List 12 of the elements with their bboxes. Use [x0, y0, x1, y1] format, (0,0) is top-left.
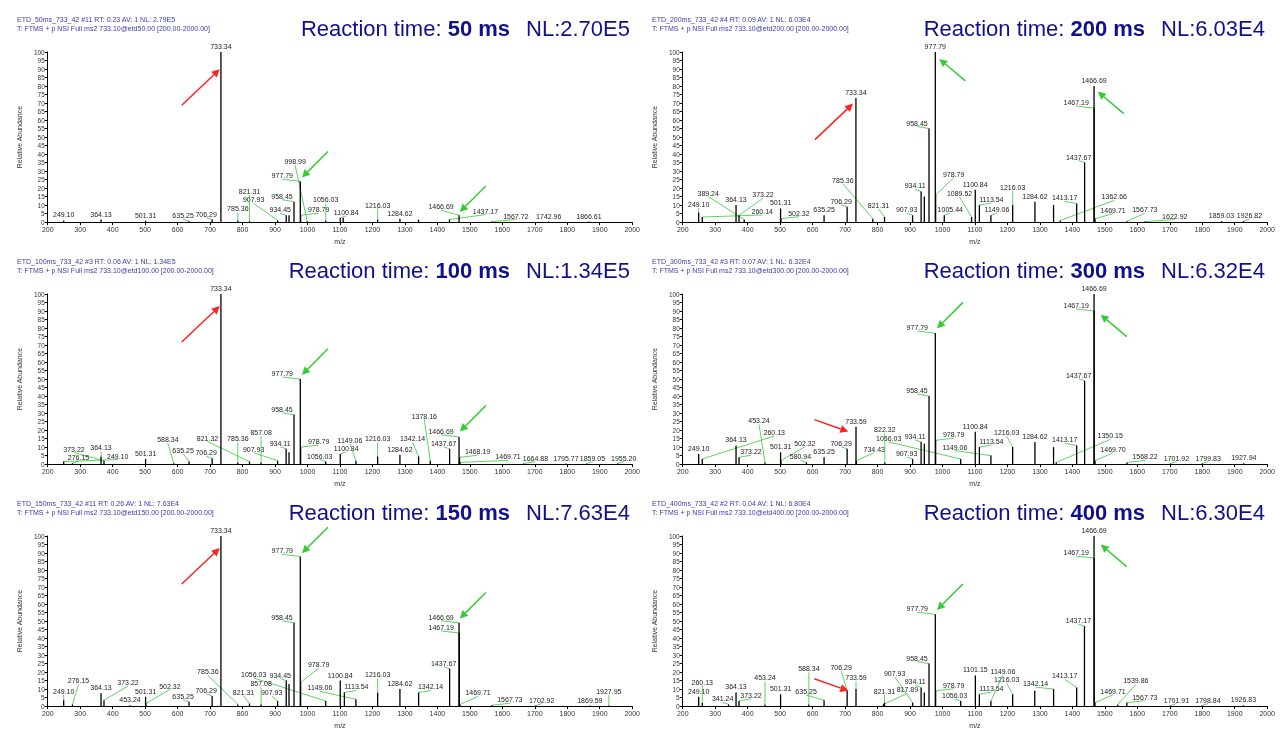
chart-title: Reaction time: 200 ms: [923, 15, 1146, 41]
chart-subtitle: NL:2.70E5: [526, 15, 631, 41]
chart-subtitle: NL:7.63E4: [526, 499, 631, 525]
chart-title: Reaction time: 50 ms: [300, 15, 511, 41]
chart-subtitle: NL:1.34E5: [526, 257, 631, 283]
chart-title: Reaction time: 300 ms: [923, 257, 1146, 283]
chart-title: Reaction time: 400 ms: [923, 499, 1146, 525]
chart-subtitle: NL:6.32E4: [1161, 257, 1266, 283]
chart-subtitle: NL:6.03E4: [1161, 15, 1266, 41]
chart-subtitle: NL:6.30E4: [1161, 499, 1266, 525]
chart-title: Reaction time: 150 ms: [288, 499, 511, 525]
chart-title: Reaction time: 100 ms: [288, 257, 511, 283]
